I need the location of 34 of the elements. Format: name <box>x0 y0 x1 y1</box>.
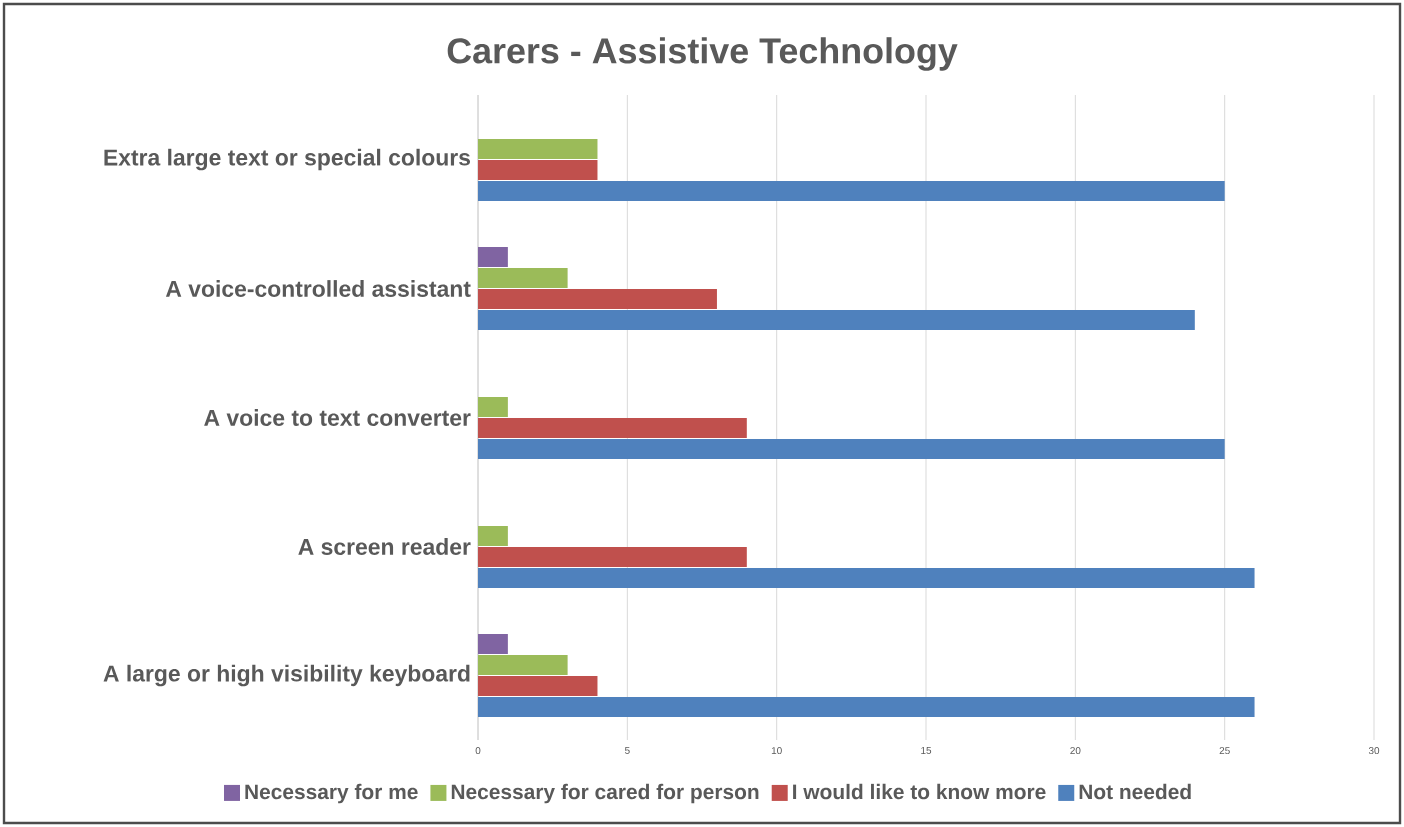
y-tick-label: Extra large text or special colours <box>104 148 471 171</box>
legend-label: Necessary for me <box>245 783 418 804</box>
legend-label: Necessary for cared for person <box>451 783 759 804</box>
bar <box>478 418 747 439</box>
bar <box>478 160 598 181</box>
bar <box>478 310 1195 331</box>
y-tick-label: A voice to text converter <box>204 409 471 426</box>
y-tick-label: A voice-controlled assistant <box>165 280 471 297</box>
bar <box>478 676 598 697</box>
legend-label: I would like to know more <box>793 783 1046 800</box>
bar <box>478 139 598 160</box>
bar <box>478 289 717 310</box>
bar <box>478 268 568 289</box>
x-tick-label: 25 <box>1219 747 1230 755</box>
bar <box>478 568 1255 589</box>
bar <box>478 697 1255 718</box>
y-tick-label: A screen reader <box>298 538 471 555</box>
x-tick-label: 15 <box>921 747 932 754</box>
bar <box>478 547 747 568</box>
x-tick-label: 5 <box>624 747 630 754</box>
bar <box>478 247 508 268</box>
bar <box>478 634 508 655</box>
bar <box>478 655 568 676</box>
bar <box>478 181 1225 202</box>
x-tick-label: 0 <box>475 747 481 755</box>
x-tick-label: 20 <box>1070 747 1081 755</box>
chart-title: Carers - Assistive Technology <box>447 37 958 71</box>
x-tick-label: 30 <box>1368 747 1380 755</box>
x-tick-label: 10 <box>771 747 782 755</box>
y-tick-label: A large or high visibility keyboard <box>103 664 470 687</box>
legend-label: Not needed <box>1079 783 1191 800</box>
bar <box>478 439 1225 460</box>
bar <box>478 526 508 547</box>
bar <box>478 397 508 418</box>
